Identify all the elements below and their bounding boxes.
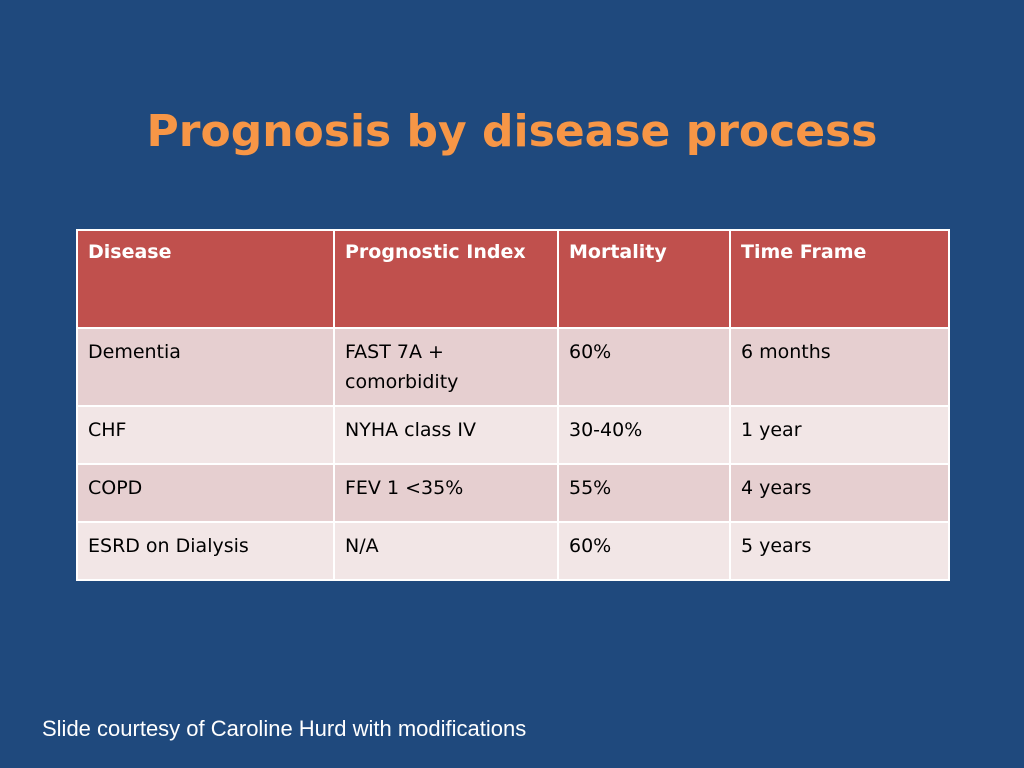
cell-mortality: 30-40% [557,405,731,465]
cell-mortality: 60% [557,521,731,581]
table-row: ESRD on Dialysis N/A 60% 5 years [76,521,950,581]
slide-title: Prognosis by disease process [146,106,878,157]
cell-prognostic-index: N/A [333,521,559,581]
cell-time-frame: 4 years [729,463,950,523]
header-mortality: Mortality [557,229,731,329]
table-row: CHF NYHA class IV 30-40% 1 year [76,405,950,465]
cell-time-frame: 1 year [729,405,950,465]
cell-mortality: 55% [557,463,731,523]
header-time-frame: Time Frame [729,229,950,329]
cell-time-frame: 5 years [729,521,950,581]
table-row: Dementia FAST 7A + comorbidity 60% 6 mon… [76,327,950,407]
header-disease: Disease [76,229,335,329]
cell-disease: Dementia [76,327,335,407]
cell-disease: COPD [76,463,335,523]
cell-mortality: 60% [557,327,731,407]
cell-prognostic-index: FAST 7A + comorbidity [333,327,559,407]
cell-time-frame: 6 months [729,327,950,407]
slide-credit: Slide courtesy of Caroline Hurd with mod… [42,716,527,741]
cell-prognostic-index: FEV 1 <35% [333,463,559,523]
cell-prognostic-index: NYHA class IV [333,405,559,465]
table-header-row: Disease Prognostic Index Mortality Time … [76,229,950,329]
cell-disease: ESRD on Dialysis [76,521,335,581]
table-row: COPD FEV 1 <35% 55% 4 years [76,463,950,523]
prognosis-table: Disease Prognostic Index Mortality Time … [76,229,950,581]
cell-disease: CHF [76,405,335,465]
header-prognostic-index: Prognostic Index [333,229,559,329]
